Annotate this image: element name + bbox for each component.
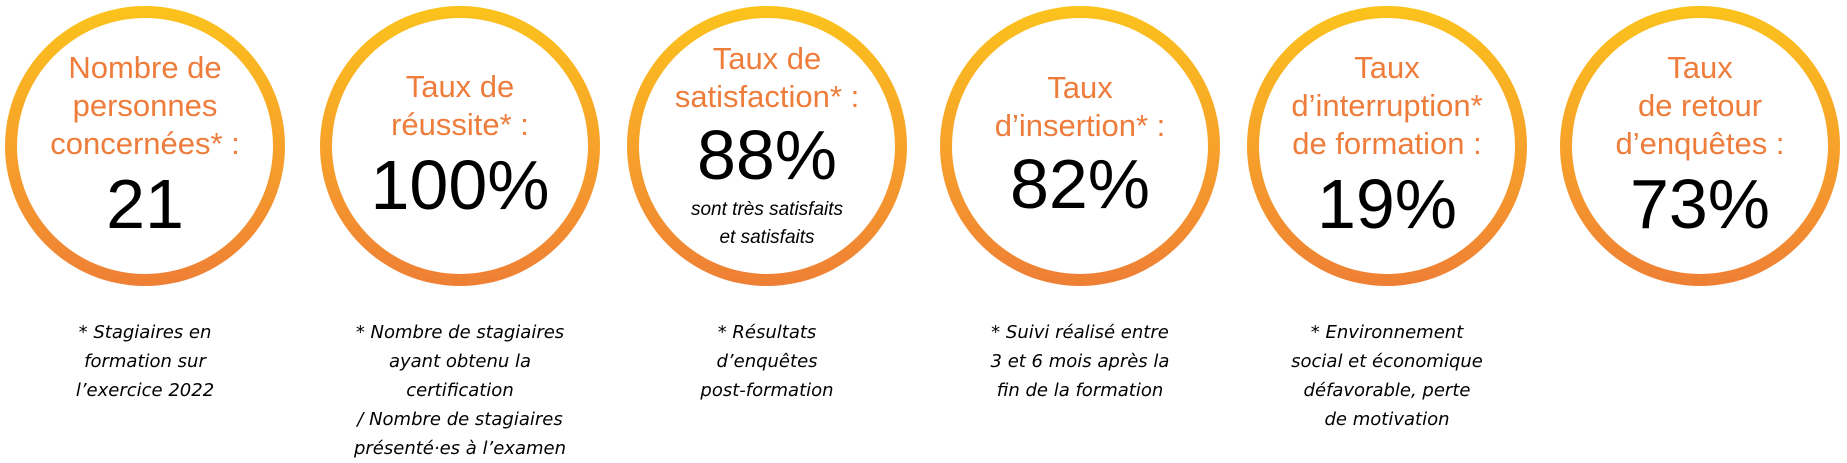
stat-footnote: * Nombre de stagiaires ayant obtenu la c…: [353, 322, 567, 459]
stat-value: 21: [106, 165, 184, 243]
stat-ring: Nombre de personnes concernées* : 21: [5, 6, 285, 286]
stat-subtext: sont très satisfaits et satisfaits: [690, 199, 844, 248]
stat-label: Taux de réussite* :: [391, 69, 529, 142]
stat-ring-content: Taux d’insertion* : 82%: [952, 18, 1208, 274]
stat-ring-content: Taux de retour d’enquêtes : 73%: [1572, 18, 1828, 274]
stat-ring-content: Nombre de personnes concernées* : 21: [17, 18, 273, 274]
stat-ring-content: Taux d’interruption* de formation : 19%: [1259, 18, 1515, 274]
stat-footnote: * Résultats d’enquêtes post-formation: [700, 322, 834, 401]
stat-footnote: * Suivi réalisé entre 3 et 6 mois après …: [990, 322, 1170, 401]
stat-label: Taux de retour d’enquêtes :: [1615, 50, 1785, 161]
stat-footnote: * Environnement social et économique déf…: [1291, 322, 1483, 430]
stat-ring-content: Taux de satisfaction* : 88% sont très sa…: [639, 18, 895, 274]
stat-ring-content: Taux de réussite* : 100%: [332, 18, 588, 274]
stat-ring: Taux de retour d’enquêtes : 73%: [1560, 6, 1840, 286]
stat-ring: Taux de satisfaction* : 88% sont très sa…: [627, 6, 907, 286]
stat-label: Nombre de personnes concernées* :: [50, 50, 240, 161]
stat-value: 88%: [696, 116, 838, 194]
stat-label: Taux de satisfaction* :: [674, 41, 860, 114]
stat-ring: Taux d’insertion* : 82%: [940, 6, 1220, 286]
stat-value: 100%: [370, 146, 550, 224]
stat-value: 19%: [1316, 165, 1458, 243]
stat-label: Taux d’interruption* de formation :: [1291, 50, 1483, 161]
stat-value: 82%: [1009, 145, 1151, 223]
stat-ring: Taux d’interruption* de formation : 19%: [1247, 6, 1527, 286]
stat-label: Taux d’insertion* :: [994, 70, 1166, 143]
stat-value: 73%: [1629, 165, 1771, 243]
stat-ring: Taux de réussite* : 100%: [320, 6, 600, 286]
stat-footnote: * Stagiaires en formation sur l’exercice…: [75, 322, 215, 401]
